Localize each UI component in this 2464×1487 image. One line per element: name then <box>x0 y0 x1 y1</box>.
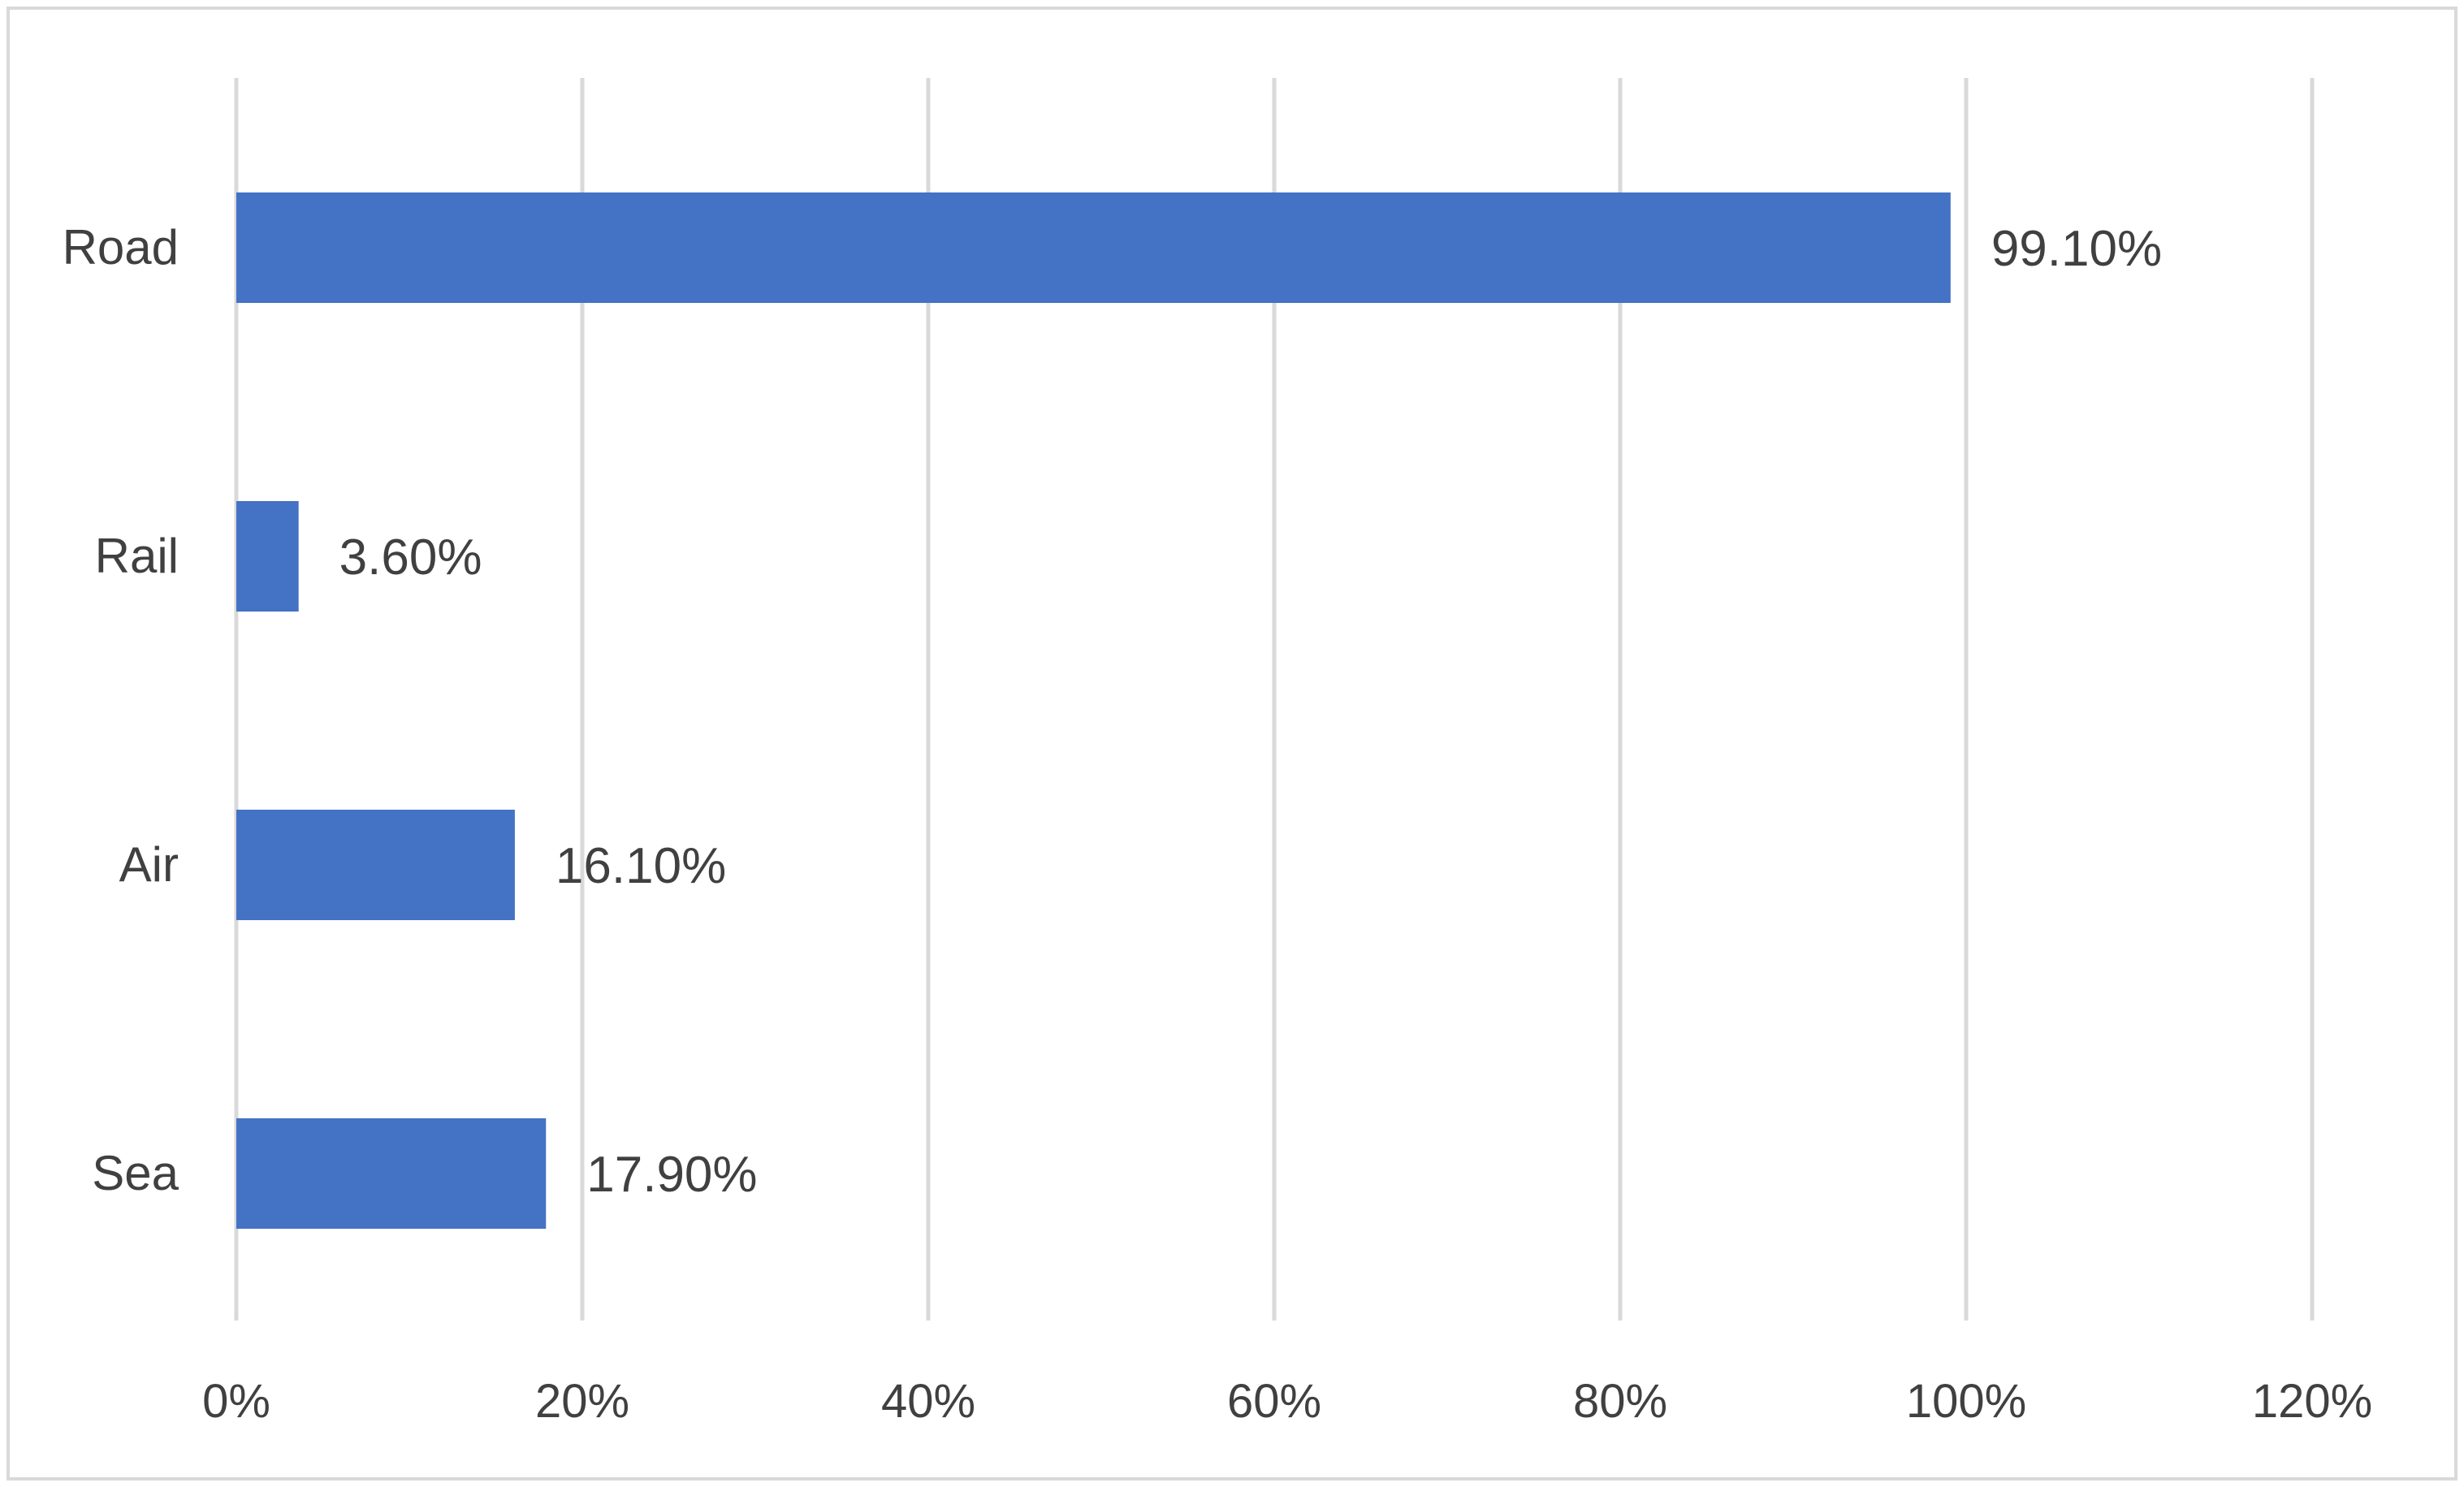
category-label: Road <box>63 220 179 274</box>
x-tick-label: 120% <box>2252 1375 2372 1428</box>
tick-label-layer: 0% 20% 40% 60% 80% 100% 120% <box>202 1375 2372 1428</box>
bar-sea <box>236 1118 547 1229</box>
x-tick-label: 40% <box>881 1375 975 1428</box>
data-label-layer: 99.10% 3.60% 16.10% 17.90% <box>339 221 2162 1203</box>
bar-rail <box>236 501 299 612</box>
x-tick-label: 20% <box>535 1375 629 1428</box>
category-label: Sea <box>92 1146 179 1200</box>
bar-road <box>236 192 1951 303</box>
category-label: Air <box>119 837 179 892</box>
bar-layer <box>236 192 1951 1229</box>
bar-air <box>236 810 515 920</box>
x-tick-label: 80% <box>1573 1375 1667 1428</box>
data-label: 16.10% <box>555 838 726 894</box>
x-tick-label: 100% <box>1906 1375 2026 1428</box>
data-label: 3.60% <box>339 530 482 586</box>
data-label: 99.10% <box>1991 221 2162 277</box>
data-label: 17.90% <box>586 1147 757 1203</box>
category-label-layer: Road Rail Air Sea <box>63 220 179 1200</box>
x-tick-label: 0% <box>202 1375 270 1428</box>
x-tick-label: 60% <box>1227 1375 1321 1428</box>
category-label: Rail <box>95 529 179 583</box>
